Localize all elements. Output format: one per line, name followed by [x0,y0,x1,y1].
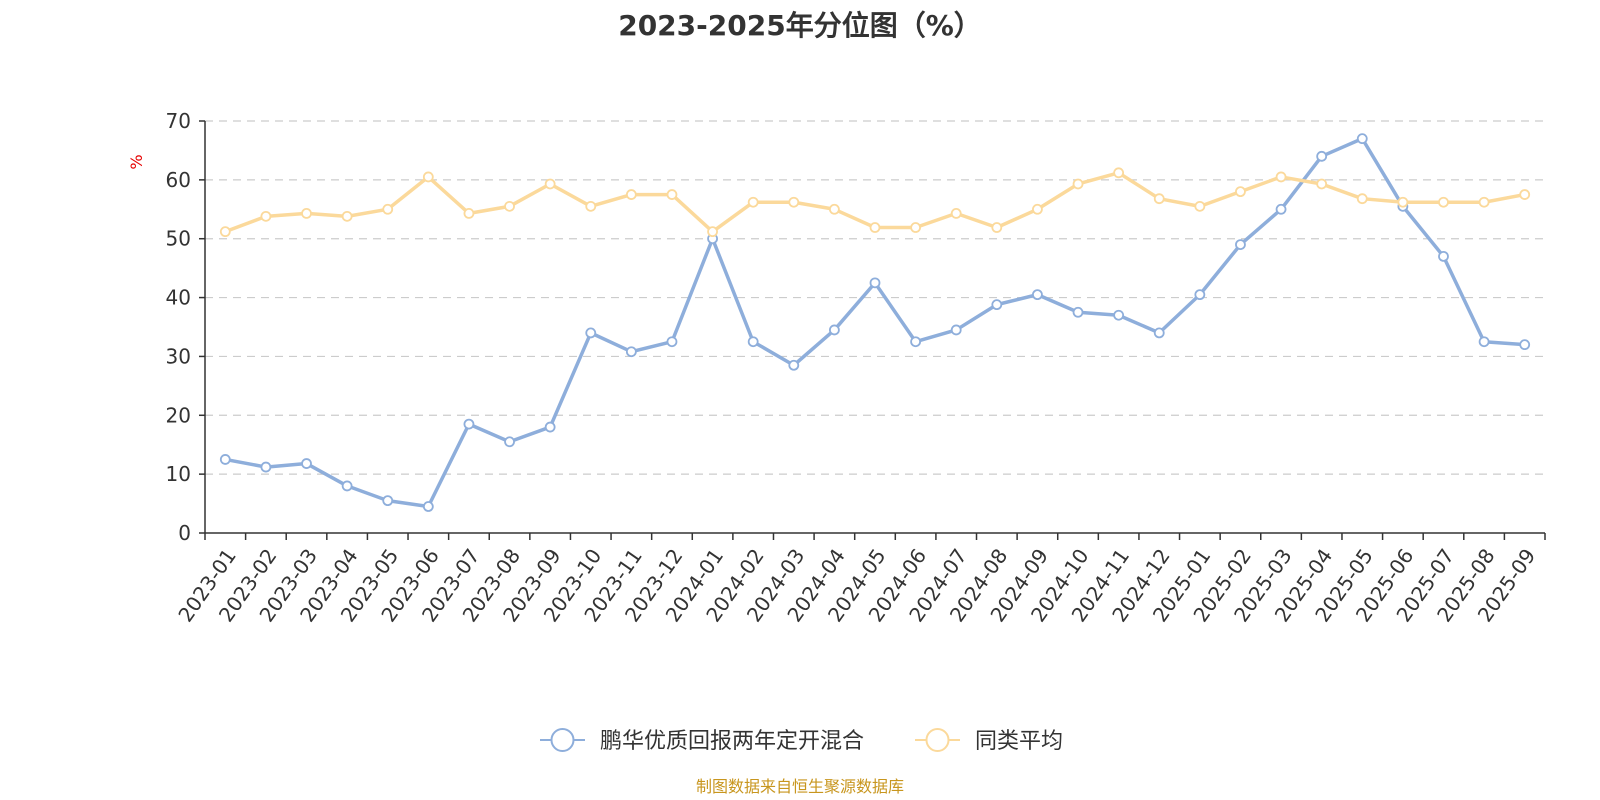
data-point[interactable] [1478,336,1490,348]
data-point[interactable] [747,336,759,348]
series-1 [219,167,1531,238]
data-point[interactable] [1235,186,1246,198]
data-point[interactable] [422,501,434,512]
data-point[interactable] [910,222,922,233]
legend-item[interactable]: 同类平均 [915,728,1063,754]
data-point[interactable] [1072,306,1084,318]
series-0 [219,133,1531,512]
data-point[interactable] [463,208,475,219]
data-point[interactable] [219,226,231,238]
data-point[interactable] [585,327,597,339]
data-point[interactable] [1072,178,1084,190]
y-tick-label: 40 [166,286,191,310]
data-point[interactable] [625,189,637,200]
data-point[interactable] [707,226,718,238]
data-point[interactable] [1153,327,1165,339]
data-point[interactable] [666,189,678,200]
data-point[interactable] [1438,196,1449,208]
data-point[interactable] [504,436,515,448]
data-point[interactable] [991,222,1003,233]
data-point[interactable] [1153,193,1165,205]
data-point[interactable] [382,495,394,507]
y-tick-label: 70 [166,109,191,133]
legend-label: 同类平均 [975,729,1063,754]
data-point[interactable] [1032,203,1043,215]
legend-item[interactable]: 鹏华优质回报两年定开混合 [540,728,864,754]
data-point[interactable] [747,196,759,208]
data-point[interactable] [301,208,312,219]
data-point[interactable] [1113,309,1125,321]
data-point[interactable] [504,200,515,212]
y-tick-label: 0 [178,521,191,545]
data-point[interactable] [1235,239,1246,251]
data-point[interactable] [950,324,962,336]
legend-label: 鹏华优质回报两年定开混合 [600,729,864,754]
data-point[interactable] [1194,289,1206,301]
y-tick-label: 30 [166,344,191,368]
data-point[interactable] [950,208,962,219]
x-tick-labels: 2023-012023-022023-032023-042023-052023-… [173,544,1540,626]
series-group [219,133,1531,512]
data-point[interactable] [788,196,800,208]
data-point[interactable] [1316,178,1328,190]
data-point[interactable] [301,458,312,469]
series-line [224,136,1525,509]
data-point[interactable] [260,461,272,473]
data-point[interactable] [828,324,840,336]
data-point[interactable] [991,299,1003,311]
legend-marker-icon [550,728,575,752]
data-point[interactable] [1519,189,1531,200]
data-point[interactable] [585,200,597,212]
legend[interactable]: 鹏华优质回报两年定开混合 同类平均 [540,728,1063,754]
data-point[interactable] [1356,133,1368,145]
axes [199,120,1546,540]
y-tick-labels: 0 10 20 30 40 50 60 70 [166,109,191,545]
data-point[interactable] [341,480,353,492]
data-point[interactable] [463,418,475,430]
data-point[interactable] [869,277,881,289]
data-source-note: 制图数据来自恒生聚源数据库 [696,777,904,796]
chart-title: 2023-2025年分位图（%） [618,9,982,42]
data-point[interactable] [544,178,556,190]
data-point[interactable] [1519,339,1531,351]
data-point[interactable] [910,336,922,348]
data-point[interactable] [1275,171,1287,183]
data-point[interactable] [666,336,678,348]
data-point[interactable] [625,346,637,358]
data-point[interactable] [382,203,394,215]
y-axis-label: % [127,154,146,169]
y-tick-label: 60 [166,168,191,192]
data-point[interactable] [1438,250,1449,262]
data-point[interactable] [828,203,840,215]
data-point[interactable] [1356,193,1368,205]
data-point[interactable] [1194,200,1206,212]
y-tick-label: 10 [166,462,191,486]
y-tick-label: 20 [166,403,191,427]
y-tick-label: 50 [166,227,191,251]
data-point[interactable] [1113,167,1125,179]
data-point[interactable] [1397,196,1409,208]
data-point[interactable] [1275,203,1287,215]
data-point[interactable] [219,454,231,465]
data-point[interactable] [1478,196,1490,208]
data-point[interactable] [544,421,556,433]
data-point[interactable] [422,171,434,183]
data-point[interactable] [1316,150,1328,162]
data-point[interactable] [788,359,800,371]
data-point[interactable] [1032,289,1043,301]
data-point[interactable] [260,210,272,222]
data-point[interactable] [341,210,353,222]
legend-marker-icon [925,728,950,752]
grid-lines [205,120,1545,475]
data-point[interactable] [869,222,881,233]
